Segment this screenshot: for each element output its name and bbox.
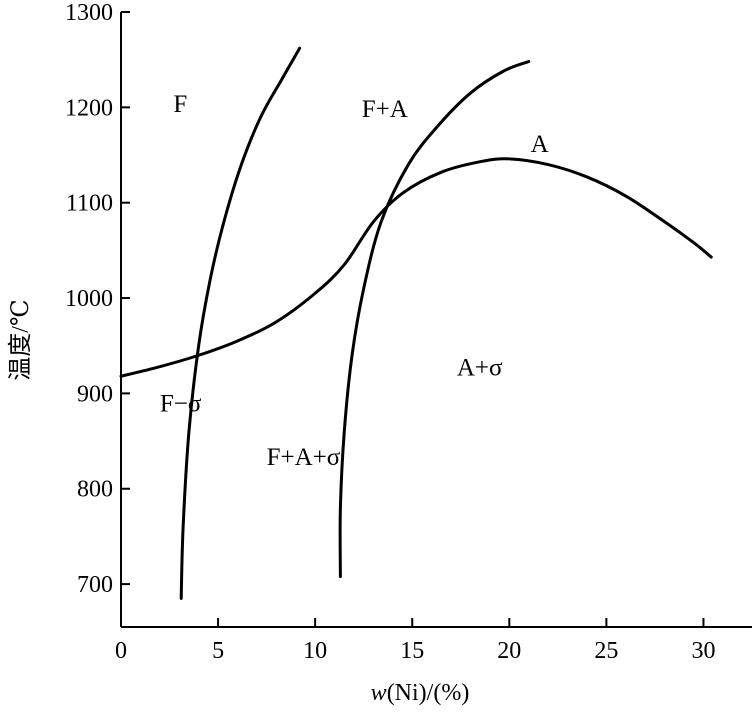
x-tick-label: 0 — [115, 638, 127, 664]
y-axis-title: 温度/℃ — [7, 299, 34, 381]
label-f: F — [173, 91, 187, 118]
x-tick-label: 30 — [691, 638, 715, 664]
label-asigma: A+σ — [457, 354, 503, 381]
sigma-solvus-curve — [119, 157, 713, 378]
ticks: 700 800 900 1000 1100 1200 1300 0 5 10 15 20 25 30 — [65, 0, 715, 664]
y-tick-label: 1100 — [66, 191, 113, 217]
y-tick-label: 700 — [77, 572, 113, 598]
axes — [120, 12, 752, 628]
y-tick-label: 1300 — [65, 0, 113, 26]
y-tick-label: 1200 — [65, 95, 113, 121]
y-tick-label: 1000 — [65, 286, 113, 312]
x-axis-title: w(Ni)/(%) — [371, 680, 470, 706]
label-fasigma: F+A+σ — [267, 444, 341, 471]
label-a: A — [531, 131, 549, 158]
y-tick-label: 900 — [77, 381, 113, 407]
x-tick-label: 20 — [497, 638, 521, 664]
x-tick-label: 15 — [400, 638, 424, 664]
region-labels: F F+A A A+σ F−σ F+A+σ — [160, 91, 549, 471]
label-fsigma: F−σ — [160, 391, 202, 418]
label-fa: F+A — [362, 96, 408, 123]
x-tick-label: 10 — [303, 638, 327, 664]
a-sigma-boundary-curve — [338, 60, 531, 578]
x-tick-label: 5 — [212, 638, 224, 664]
f-boundary-curve — [179, 46, 302, 600]
y-tick-label: 800 — [77, 477, 113, 503]
x-tick-label: 25 — [594, 638, 618, 664]
curves — [119, 46, 713, 600]
